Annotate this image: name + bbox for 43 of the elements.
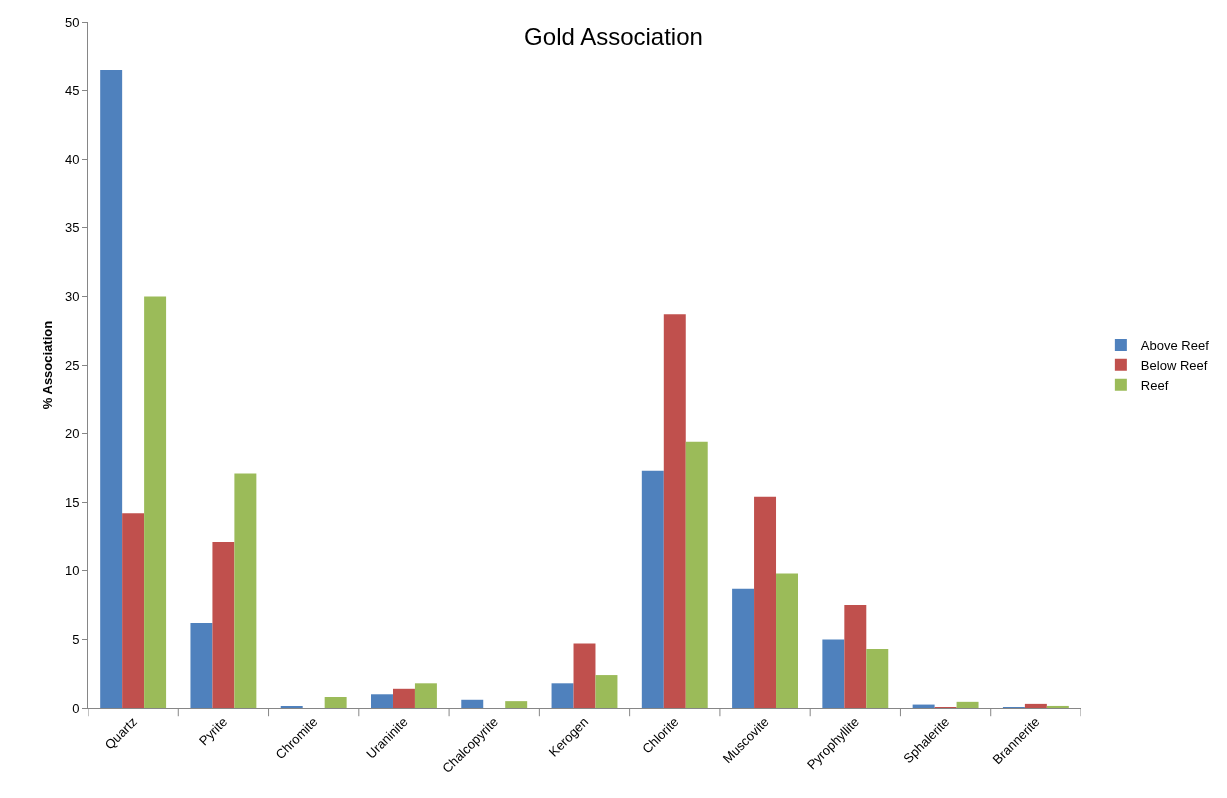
y-tick-label: 35 xyxy=(64,220,80,236)
bar xyxy=(685,441,708,708)
bar xyxy=(732,588,755,708)
bar xyxy=(414,683,437,708)
y-tick-label: 45 xyxy=(64,83,80,99)
legend-label: Above Reef xyxy=(1140,338,1210,354)
bar xyxy=(234,473,257,708)
bar xyxy=(392,688,415,708)
bar xyxy=(641,470,664,708)
bar xyxy=(212,541,235,708)
bar xyxy=(754,496,777,708)
y-tick-label: 40 xyxy=(64,151,80,167)
y-tick-label: 5 xyxy=(72,631,80,647)
bar xyxy=(505,701,528,708)
bar xyxy=(461,699,484,708)
bar xyxy=(144,296,167,708)
bar xyxy=(822,639,845,708)
y-tick-label: 25 xyxy=(64,357,80,373)
bar xyxy=(663,314,686,708)
bar xyxy=(1024,703,1047,708)
bar xyxy=(371,694,393,708)
y-tick-label: 10 xyxy=(64,563,80,579)
bar xyxy=(122,513,145,708)
bar xyxy=(776,573,798,708)
bar xyxy=(866,649,889,708)
y-axis-title: % Association xyxy=(40,320,55,410)
bar xyxy=(1046,705,1069,708)
bar xyxy=(595,675,618,708)
bar xyxy=(573,643,596,708)
bar xyxy=(551,683,574,708)
legend-label: Below Reef xyxy=(1140,357,1208,373)
bar xyxy=(324,697,347,708)
bar xyxy=(956,701,979,708)
bar xyxy=(844,605,867,708)
y-tick-label: 30 xyxy=(64,288,80,304)
y-tick-label: 15 xyxy=(64,494,80,510)
bar xyxy=(100,70,123,708)
bar xyxy=(190,622,213,708)
y-tick-label: 0 xyxy=(72,700,80,716)
legend-label: Reef xyxy=(1140,377,1169,393)
y-tick-label: 50 xyxy=(64,14,80,30)
y-tick-label: 20 xyxy=(64,426,80,442)
chart-title: Gold Association xyxy=(524,22,703,50)
